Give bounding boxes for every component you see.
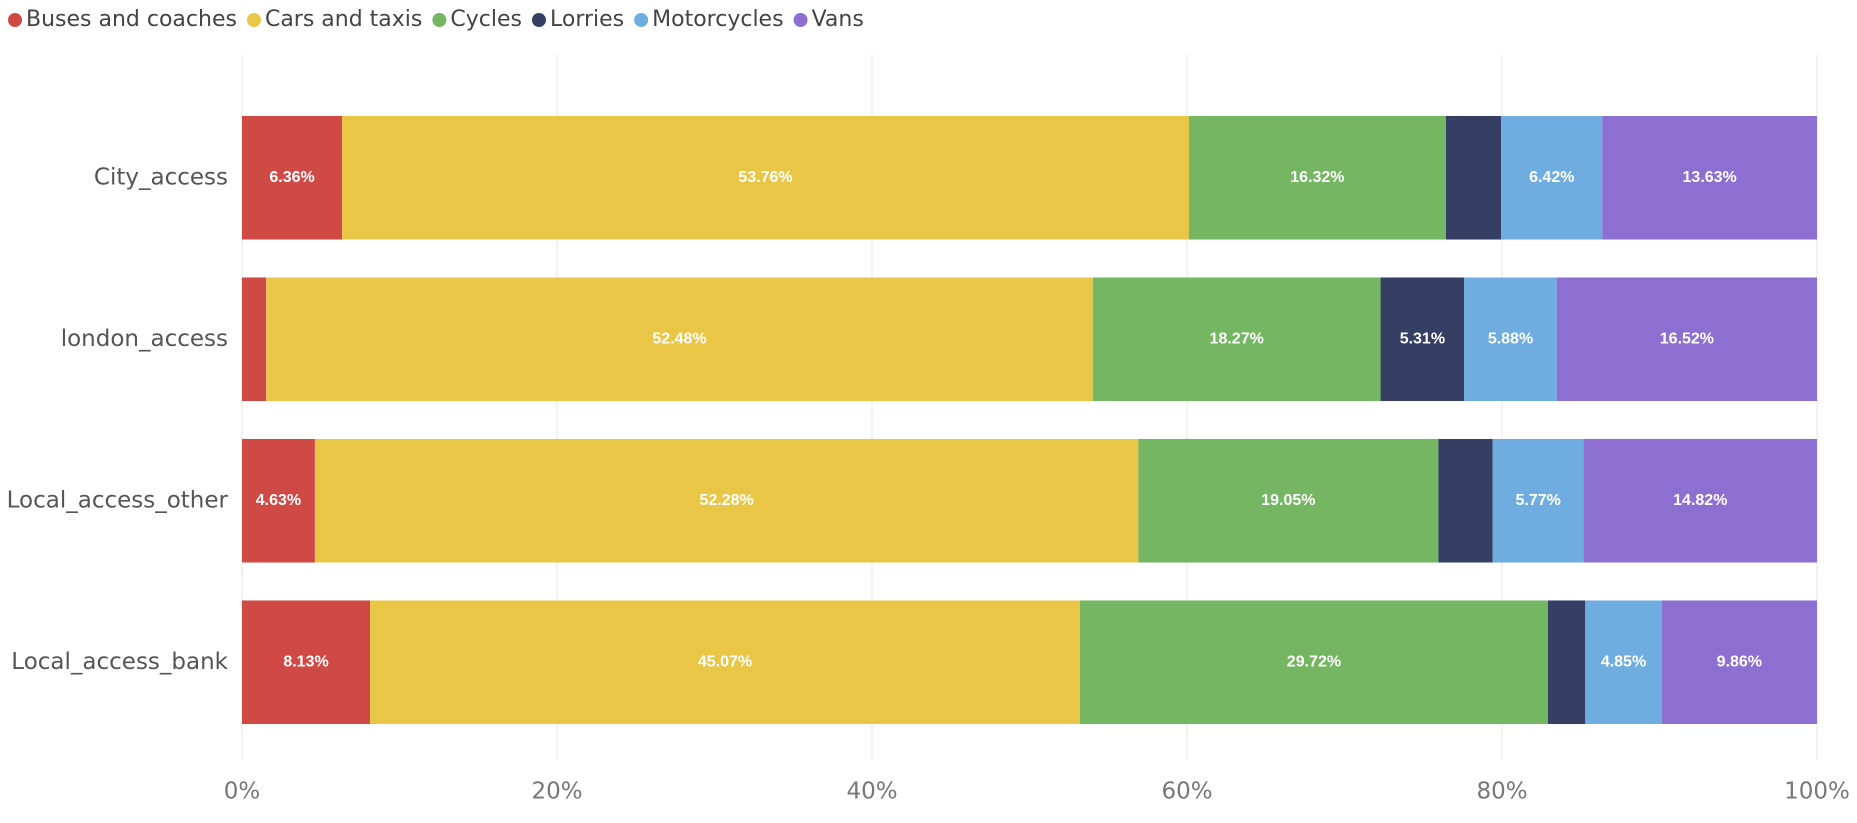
x-tick-label: 80% [1476,779,1527,805]
bar-segment [1445,115,1502,240]
data-label: 52.48% [652,330,706,347]
bar-segment [1501,115,1603,240]
bar-segment [242,277,267,402]
legend-label: Cars and taxis [265,7,422,32]
data-label: 29.72% [1287,653,1341,670]
bar-segment [266,277,1093,402]
data-label: 6.42% [1529,169,1574,186]
bar-segment [1583,438,1817,563]
bar-segment [1079,600,1548,725]
data-label: 8.13% [283,653,328,670]
bar-segment [1438,438,1493,563]
legend-label: Vans [812,7,864,32]
bar-segment [1602,115,1817,240]
x-tick-label: 100% [1784,779,1850,805]
x-tick-label: 20% [531,779,582,805]
bar-segment [1188,115,1446,240]
bar-segment [1380,277,1465,402]
legend-label: Buses and coaches [26,7,237,32]
legend-marker [634,13,649,27]
data-label: 19.05% [1261,492,1315,509]
legend-marker [531,13,546,27]
bar-segment [242,115,343,240]
x-tick-label: 40% [846,779,897,805]
data-label: 16.32% [1290,169,1344,186]
bar-segment [1661,600,1817,725]
bar-segment [1556,277,1817,402]
legend-label: Motorcycles [652,7,783,32]
bar-segment [314,438,1139,563]
y-tick-label: City_access [94,164,228,190]
data-label: 53.76% [738,169,792,186]
data-label: 5.77% [1515,492,1560,509]
data-label: 5.88% [1488,330,1533,347]
data-label: 18.27% [1210,330,1264,347]
bar-segment [242,438,315,563]
bar-segment [1464,277,1557,402]
bar-segment [1492,438,1584,563]
x-tick-label: 0% [224,779,261,805]
data-label: 4.63% [256,492,301,509]
legend-marker [246,13,261,27]
bar-segment [342,115,1189,240]
data-label: 45.07% [698,653,752,670]
data-label: 4.85% [1601,653,1646,670]
data-label: 9.86% [1717,653,1762,670]
data-label: 5.31% [1400,330,1445,347]
bar-segment [370,600,1080,725]
y-tick-label: Local_access_other [7,487,229,513]
bar-segment [1138,438,1439,563]
legend-marker [793,13,808,27]
bar-segment [1585,600,1662,725]
x-tick-label: 60% [1161,779,1212,805]
bar-segment [242,600,371,725]
legend-marker [8,13,22,27]
bar-segment [1547,600,1586,725]
legend-label: Cycles [450,7,522,32]
data-label: 6.36% [269,169,314,186]
data-label: 16.52% [1660,330,1714,347]
bar-segment [1092,277,1381,402]
legend-label: Lorries [550,7,624,32]
y-tick-label: london_access [61,326,228,352]
data-label: 14.82% [1673,492,1727,509]
y-tick-label: Local_access_bank [11,649,228,675]
data-label: 13.63% [1683,169,1737,186]
data-label: 52.28% [699,492,753,509]
legend-marker [432,13,447,27]
